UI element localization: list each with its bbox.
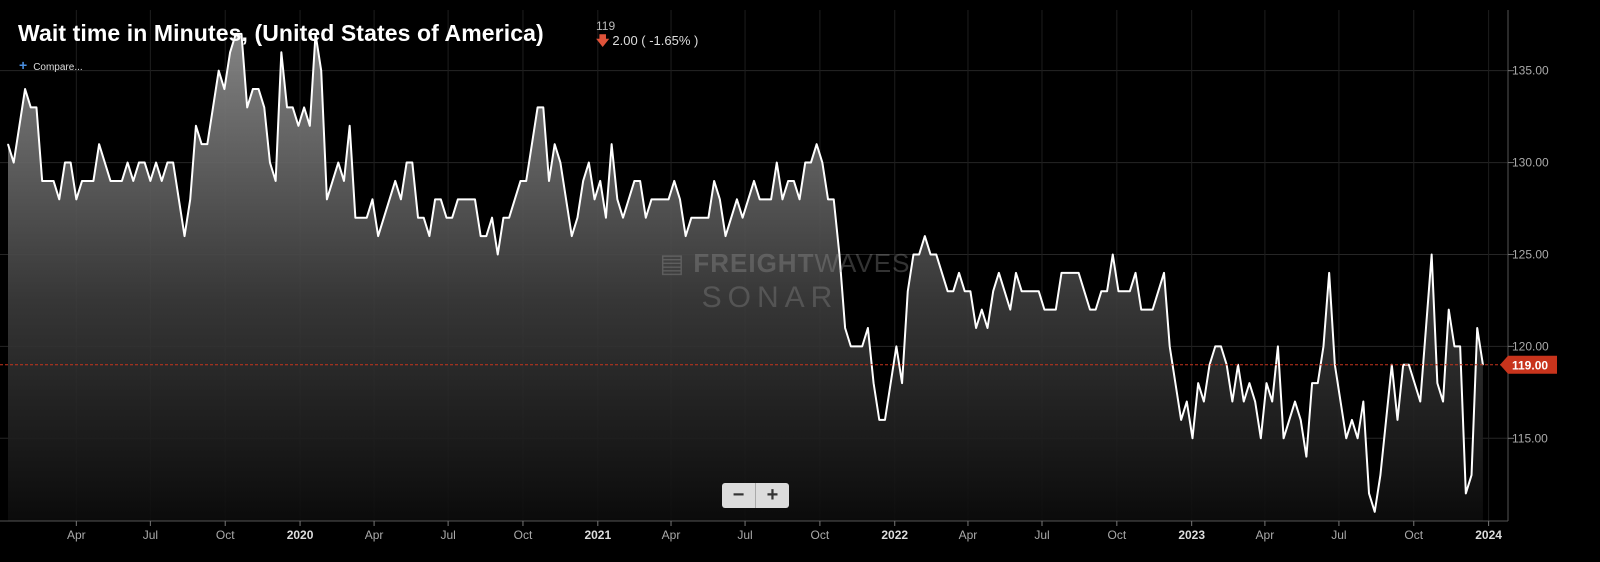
- x-tick-label: Oct: [811, 528, 830, 542]
- x-tick-label: Jul: [143, 528, 158, 542]
- compare-button[interactable]: + Compare...: [19, 57, 83, 73]
- y-tick-label: 135.00: [1512, 64, 1549, 78]
- x-tick-label: Oct: [1107, 528, 1126, 542]
- x-tick-label: Jul: [737, 528, 752, 542]
- y-tick-label: 130.00: [1512, 156, 1549, 170]
- x-tick-label: 2024: [1475, 528, 1502, 542]
- x-tick-label: Apr: [959, 528, 978, 542]
- change-value: 2.00 ( -1.65% ): [612, 33, 699, 48]
- x-tick-label: Jul: [1034, 528, 1049, 542]
- x-tick-label: Jul: [1331, 528, 1346, 542]
- zoom-controls: − +: [722, 483, 789, 508]
- x-tick-label: 2023: [1178, 528, 1205, 542]
- x-tick-label: Apr: [365, 528, 384, 542]
- area-fill: [8, 33, 1483, 522]
- x-tick-label: 2022: [881, 528, 908, 542]
- down-arrow-icon: 🡇: [596, 33, 610, 48]
- x-tick-label: Oct: [1404, 528, 1423, 542]
- x-tick-label: Apr: [1256, 528, 1275, 542]
- series-line: [7, 32, 1484, 513]
- x-tick-label: 2021: [584, 528, 611, 542]
- chart-title: Wait time in Minutes, (United States of …: [18, 20, 544, 46]
- change-readout: 🡇 2.00 ( -1.65% ): [596, 32, 698, 54]
- x-tick-label: Apr: [67, 528, 86, 542]
- y-tick-label: 125.00: [1512, 247, 1549, 261]
- plus-icon: +: [19, 57, 28, 73]
- x-tick-label: Jul: [440, 528, 455, 542]
- last-value: 119: [596, 19, 616, 33]
- y-tick-label: 115.00: [1512, 431, 1548, 445]
- y-tick-label: 120.00: [1512, 339, 1549, 353]
- x-tick-label: 2020: [287, 528, 314, 542]
- current-value-badge: [1500, 355, 1557, 374]
- x-tick-label: Oct: [216, 528, 235, 542]
- compare-label: Compare...: [33, 62, 83, 73]
- x-tick-label: Apr: [662, 528, 681, 542]
- zoom-out-button[interactable]: −: [732, 484, 745, 506]
- zoom-in-button[interactable]: +: [755, 483, 789, 508]
- x-tick-label: Oct: [514, 528, 533, 542]
- current-value-label: 119.00: [1512, 358, 1548, 372]
